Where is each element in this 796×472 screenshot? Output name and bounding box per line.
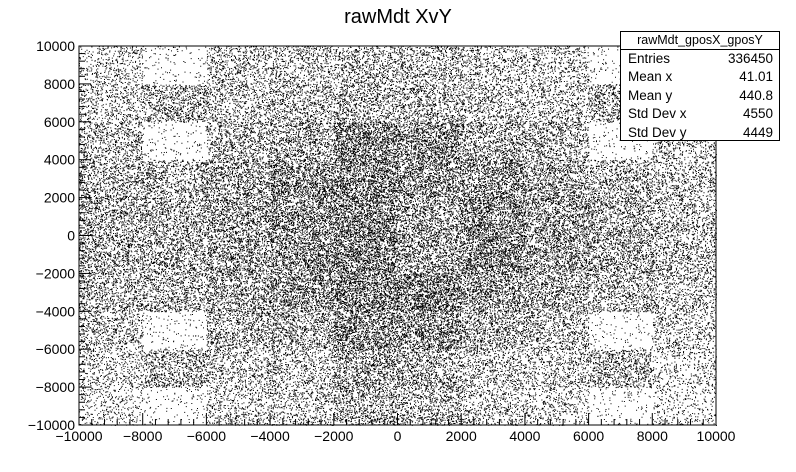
- x-tick-label: −10000: [55, 428, 102, 444]
- y-tick-label: 4000: [44, 152, 75, 168]
- y-tick-label: 8000: [44, 76, 75, 92]
- y-axis-ticks: −10000 −8000 −6000 −4000 −2000 0 2000 4000 6000 8…: [28, 38, 91, 433]
- stats-value: 41.01: [739, 69, 773, 85]
- stats-value: 440.8: [739, 87, 773, 103]
- stats-label: Std Dev y: [628, 124, 687, 140]
- stats-label: Entries: [628, 51, 671, 66]
- y-tick-label: −6000: [36, 341, 76, 357]
- stats-value: 4550: [742, 106, 773, 122]
- x-tick-label: −2000: [314, 428, 354, 444]
- y-tick-label: 2000: [44, 190, 75, 206]
- stats-row-mean-y: Mean y 440.8: [621, 87, 779, 105]
- y-tick-label: 6000: [44, 114, 75, 130]
- y-tick-label: 10000: [36, 38, 75, 54]
- stats-value: 4449: [742, 124, 773, 140]
- stats-label: Std Dev x: [628, 106, 687, 122]
- x-tick-label: −4000: [250, 428, 290, 444]
- stats-row-std-dev-y: Std Dev y 4449: [621, 124, 779, 142]
- stats-box: rawMdt_gposX_gposY Entries 336450 Mean x…: [620, 31, 780, 141]
- y-tick-label: −10000: [28, 417, 75, 433]
- stats-row-mean-x: Mean x 41.01: [621, 68, 779, 86]
- y-tick-label: 0: [67, 228, 75, 244]
- stats-box-title: rawMdt_gposX_gposY: [621, 32, 779, 50]
- y-tick-label: −2000: [36, 265, 76, 281]
- x-tick-label: 8000: [637, 428, 668, 444]
- y-tick-label: −4000: [36, 303, 76, 319]
- scatter-dots: [79, 46, 717, 426]
- x-tick-label: 10000: [697, 428, 736, 444]
- x-axis-ticks: −10000 −8000 −6000 −4000 −2000 0 2000 4000 6000 8…: [55, 413, 736, 444]
- x-tick-label: 6000: [573, 428, 604, 444]
- stats-row-entries: Entries 336450: [621, 50, 779, 68]
- stats-label: Mean x: [628, 69, 673, 85]
- x-tick-label: 4000: [509, 428, 540, 444]
- stats-label: Mean y: [628, 87, 673, 103]
- x-tick-label: 0: [394, 428, 402, 444]
- x-tick-label: −6000: [187, 428, 227, 444]
- x-tick-label: 2000: [446, 428, 477, 444]
- y-tick-label: −8000: [36, 379, 76, 395]
- x-tick-label: −8000: [123, 428, 163, 444]
- stats-value: 336450: [727, 51, 773, 66]
- scatter-points: [79, 46, 717, 426]
- stats-row-std-dev-x: Std Dev x 4550: [621, 105, 779, 123]
- chart-title: rawMdt XvY: [344, 6, 452, 28]
